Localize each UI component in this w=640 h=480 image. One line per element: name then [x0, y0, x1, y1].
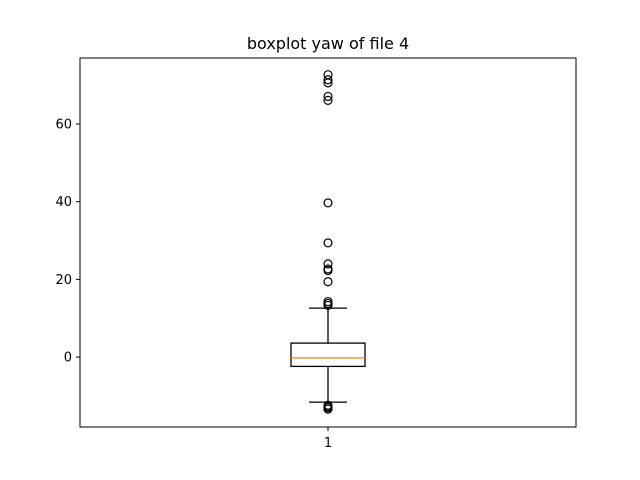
plot-area: 1 0 20 40 60 — [55, 57, 577, 451]
outlier-point — [323, 238, 333, 248]
outlier-point — [323, 198, 333, 208]
outlier-point — [323, 91, 333, 102]
y-tick-label: 0 — [64, 351, 72, 366]
outlier-point — [323, 70, 333, 80]
outlier-point — [323, 75, 333, 85]
x-tick-label: 1 — [324, 436, 332, 451]
y-tick-label: 20 — [55, 273, 72, 288]
axes-frame — [79, 57, 577, 428]
y-tick-label: 40 — [55, 195, 72, 210]
chart-title: boxplot yaw of file 4 — [247, 34, 409, 53]
outlier-point — [323, 400, 333, 410]
outlier-point — [323, 296, 333, 307]
y-tick-label: 60 — [55, 118, 72, 133]
outlier-point — [323, 264, 333, 274]
iqr-box — [290, 342, 366, 368]
outlier-point — [323, 95, 333, 105]
outlier-point — [323, 277, 333, 287]
outlier-point — [323, 259, 333, 269]
